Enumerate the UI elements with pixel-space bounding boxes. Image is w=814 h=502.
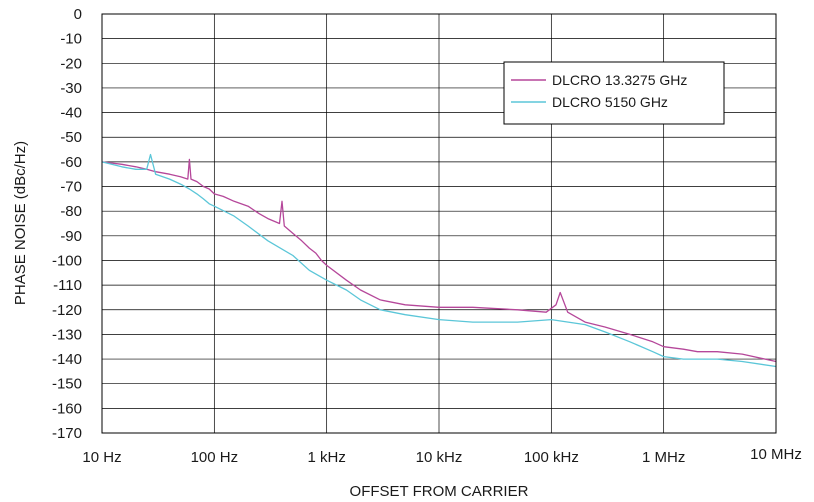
series-line-dlcro-13-3275-ghz bbox=[101, 158, 777, 363]
y-tick-label: -70 bbox=[60, 179, 82, 196]
x-tick-label: 1 MHz bbox=[642, 449, 685, 466]
x-tick-label: 10 Hz bbox=[82, 449, 121, 466]
y-tick-label: -60 bbox=[60, 154, 82, 171]
x-tick-label: 1 kHz bbox=[307, 449, 345, 466]
y-axis-title: PHASE NOISE (dBc/Hz) bbox=[12, 141, 29, 305]
x-tick-labels: 10 Hz 100 Hz 1 kHz 10 kHz 100 kHz 1 MHz 10 MHz bbox=[82, 446, 801, 466]
y-tick-label: -110 bbox=[53, 277, 82, 294]
series-line-dlcro-5150-ghz bbox=[101, 153, 777, 368]
y-tick-label: -50 bbox=[60, 129, 82, 146]
legend-box bbox=[503, 61, 725, 125]
x-tick-label: 10 kHz bbox=[416, 449, 463, 466]
y-tick-label: -80 bbox=[60, 203, 82, 220]
y-tick-label: -150 bbox=[52, 376, 82, 393]
y-tick-label: -140 bbox=[52, 351, 82, 368]
x-tick-label: 10 MHz bbox=[750, 446, 802, 463]
y-tick-labels: 0 -10 -20 -30 -40 -50 -60 -70 -80 -90 -100 -110 -120… bbox=[52, 6, 82, 442]
y-tick-label: -40 bbox=[60, 105, 82, 122]
y-tick-label: -160 bbox=[52, 400, 82, 417]
y-tick-label: -100 bbox=[52, 252, 82, 269]
x-axis-title: OFFSET FROM CARRIER bbox=[350, 483, 529, 500]
y-tick-label: 0 bbox=[74, 6, 82, 23]
y-tick-label: -20 bbox=[60, 55, 82, 72]
plot-frame bbox=[101, 13, 777, 434]
x-tick-label: 100 Hz bbox=[191, 449, 239, 466]
x-tick-label: 100 kHz bbox=[524, 449, 579, 466]
y-tick-label: -90 bbox=[60, 228, 82, 245]
y-tick-label: -120 bbox=[52, 302, 82, 319]
legend: DLCRO 13.3275 GHz DLCRO 5150 GHz bbox=[503, 61, 725, 125]
y-tick-label: -30 bbox=[60, 80, 82, 97]
y-tick-label: -10 bbox=[60, 31, 82, 48]
y-tick-label: -170 bbox=[52, 425, 82, 442]
legend-label-dlcro-5150-ghz: DLCRO 5150 GHz bbox=[552, 94, 668, 110]
y-tick-label: -130 bbox=[52, 326, 82, 343]
legend-label-dlcro-13-3275-ghz: DLCRO 13.3275 GHz bbox=[552, 72, 687, 88]
series-layer bbox=[101, 153, 777, 368]
